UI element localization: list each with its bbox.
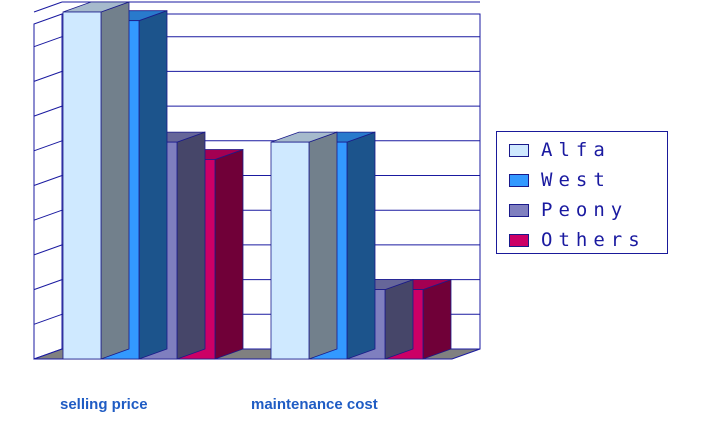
bar-side	[308, 131, 338, 360]
gridline-side	[33, 1, 63, 13]
gridline-side	[33, 70, 63, 82]
legend: Alfa West Peony Others	[496, 131, 668, 254]
gridline-side	[33, 209, 63, 221]
bar-front	[270, 141, 310, 360]
bar-side	[214, 148, 244, 360]
gridline-side	[33, 105, 63, 117]
bar-side	[138, 10, 168, 360]
bar-side	[384, 279, 414, 360]
bar	[62, 1, 130, 360]
gridline-side	[33, 36, 63, 48]
legend-swatch	[509, 233, 529, 247]
gridline-side	[33, 279, 63, 291]
legend-item: Others	[509, 228, 646, 252]
legend-item: Peony	[509, 198, 628, 222]
bar-side	[422, 279, 452, 360]
gridline-side	[33, 244, 63, 256]
bar-side	[100, 1, 130, 360]
legend-label: Alfa	[541, 139, 611, 161]
gridline-side	[33, 140, 63, 152]
bar-front	[62, 11, 102, 360]
bar-side	[346, 131, 376, 360]
legend-label: Others	[541, 229, 646, 251]
side-wall	[33, 13, 63, 360]
bars	[62, 1, 452, 360]
legend-label: West	[541, 169, 611, 191]
bar	[270, 131, 338, 360]
category-label: selling price	[60, 396, 148, 413]
category-label: maintenance cost	[251, 396, 378, 413]
legend-swatch	[509, 203, 529, 217]
bar-side	[176, 131, 206, 360]
gridline-side	[33, 175, 63, 186]
legend-label: Peony	[541, 199, 629, 221]
legend-item: West	[509, 168, 611, 192]
legend-swatch	[509, 143, 529, 157]
legend-item: Alfa	[509, 138, 611, 162]
gridline-side	[33, 313, 63, 325]
legend-swatch	[509, 173, 529, 187]
